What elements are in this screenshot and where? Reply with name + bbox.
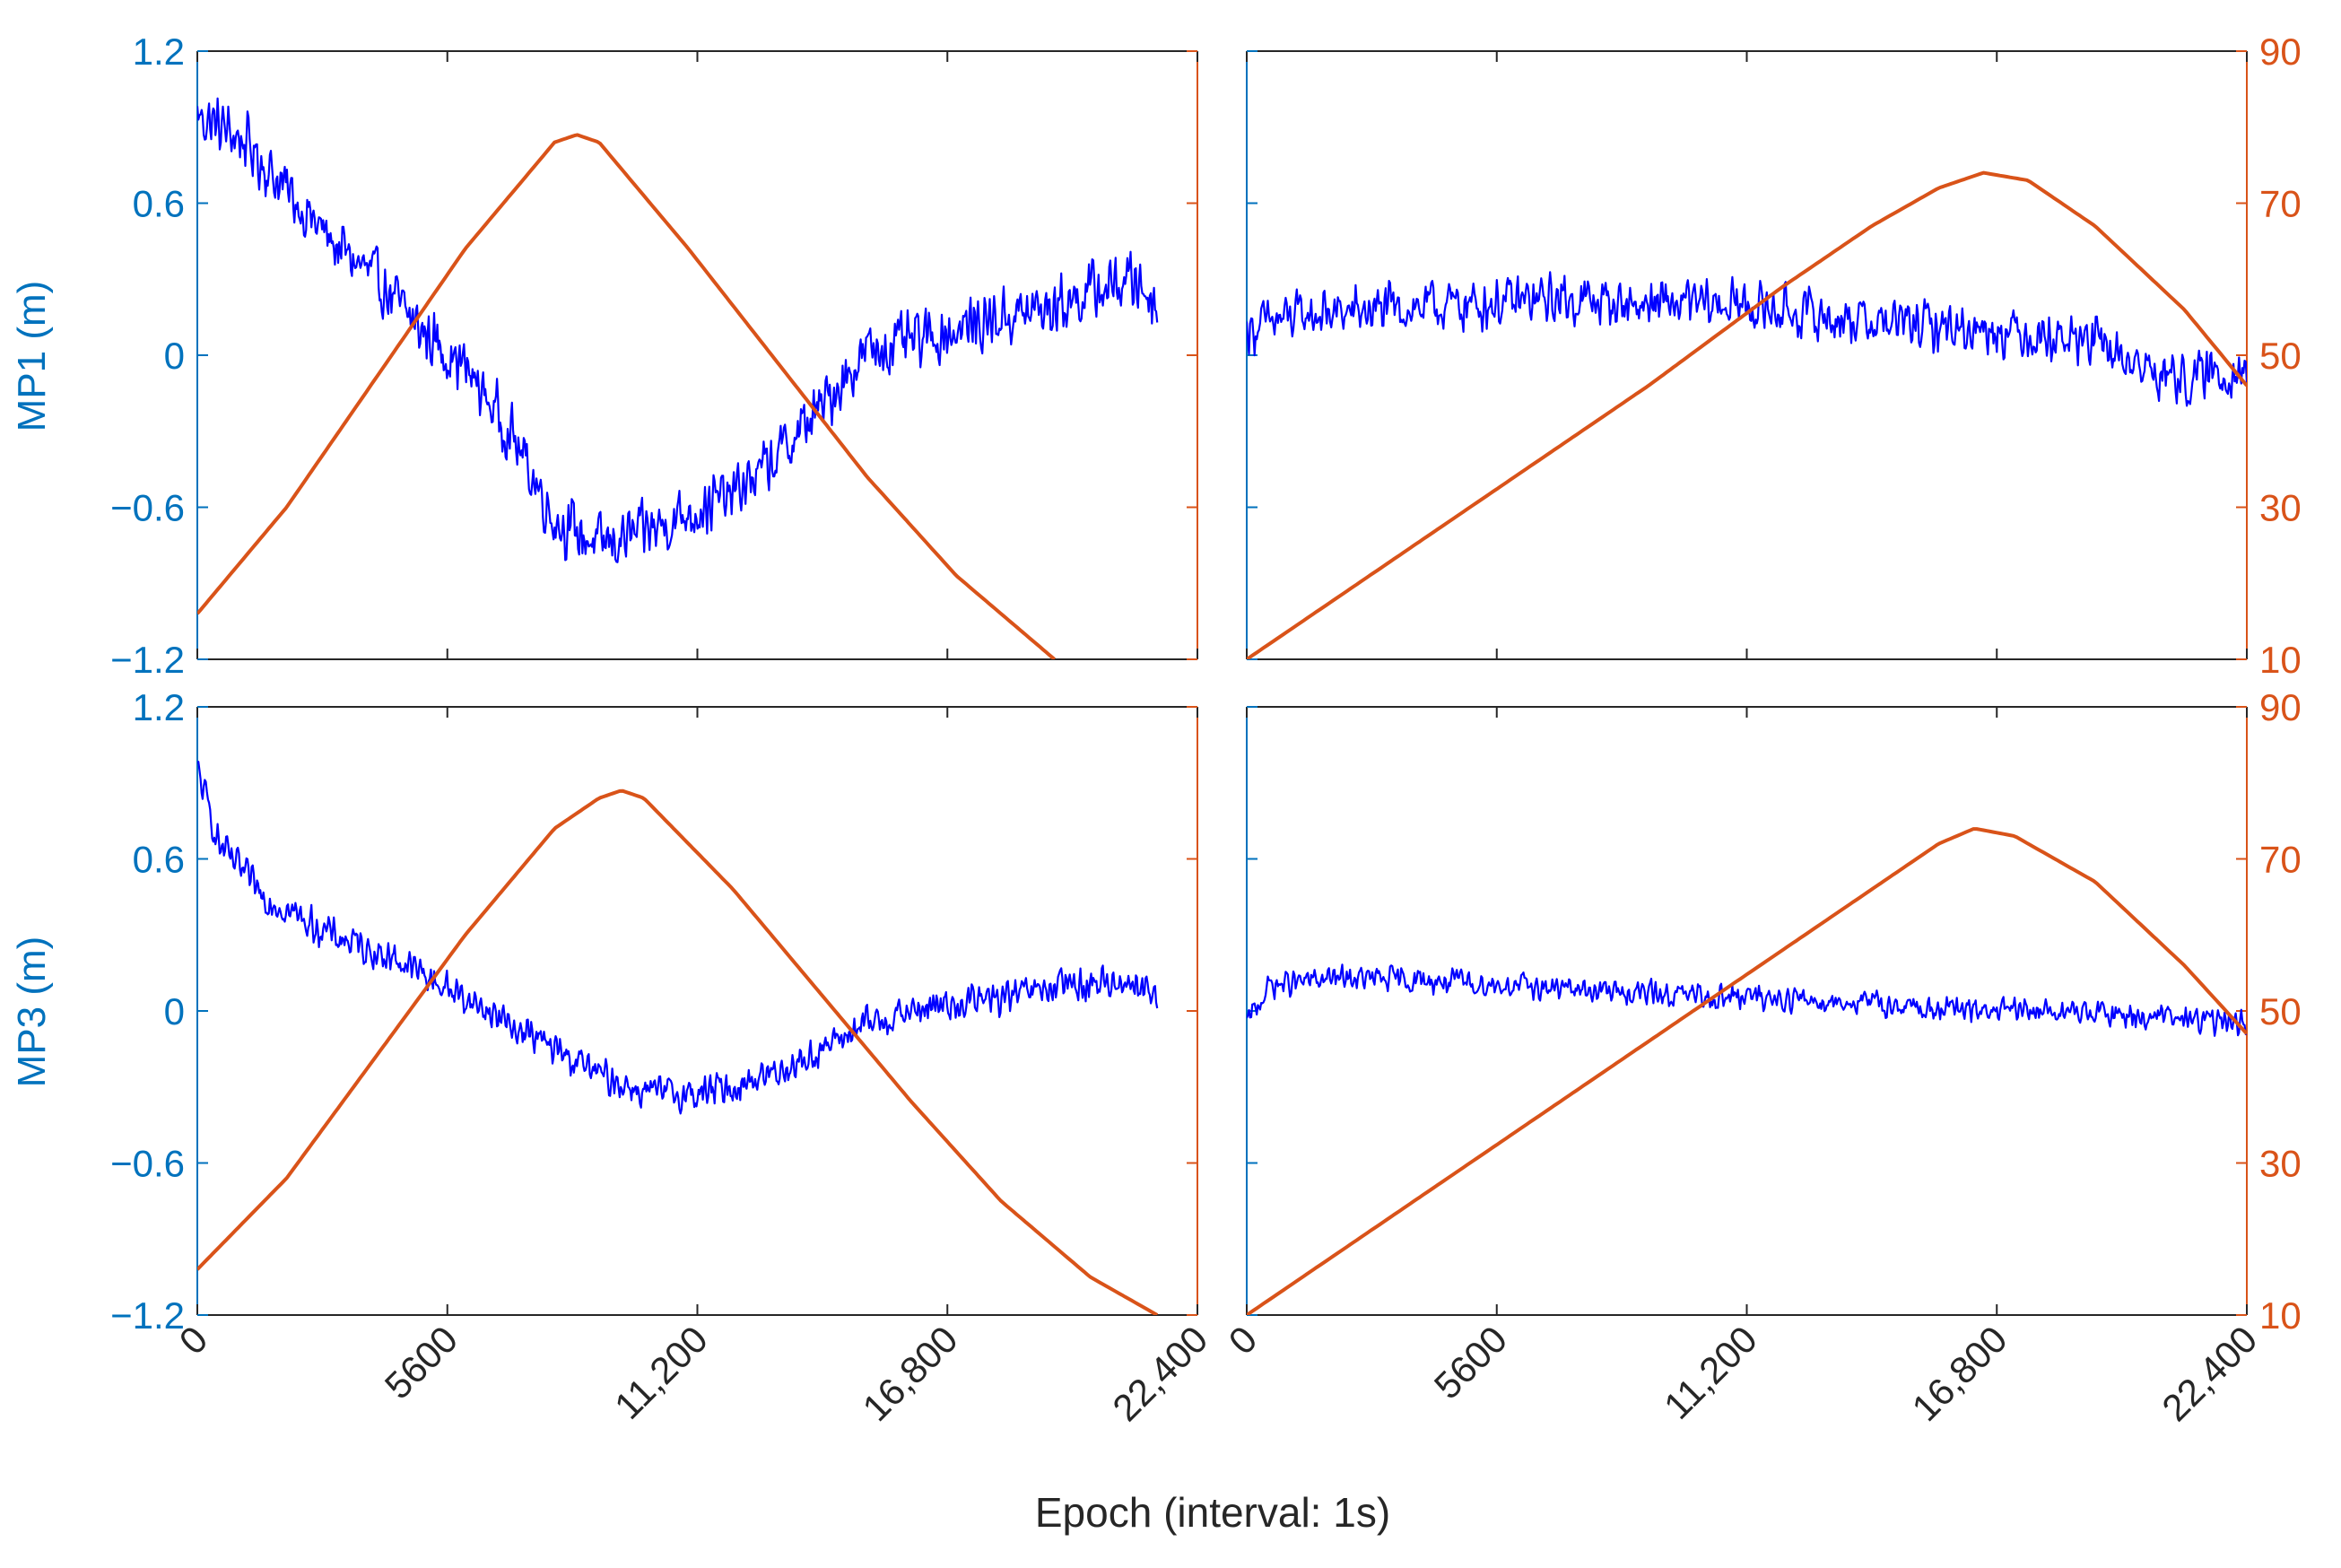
y-right-tick-label: 30 xyxy=(2259,1143,2302,1185)
y-right-tick-label: 90 xyxy=(2259,30,2302,73)
y-right-tick-label: 30 xyxy=(2259,487,2302,529)
series-line-mp1 xyxy=(197,97,1159,563)
series-line-elevation xyxy=(197,788,1159,1315)
y-left-tick-label: −0.6 xyxy=(110,487,185,529)
y-left-tick-label: −0.6 xyxy=(110,1143,185,1185)
x-axis-label: Epoch (interval: 1s) xyxy=(1035,1489,1390,1536)
y-right-tick-label: 70 xyxy=(2259,839,2302,881)
series-line-elevation xyxy=(197,133,1056,659)
y-left-tick-label: 0.6 xyxy=(133,183,185,225)
y-left-tick-label: 0 xyxy=(164,335,185,377)
y-right-tick-label: 10 xyxy=(2259,1294,2302,1337)
y-right-tick-label: 10 xyxy=(2259,639,2302,681)
panel-top-right: 10 30 50 70 90 xyxy=(1246,30,2302,681)
series-line-mp3 xyxy=(1247,963,2247,1037)
y-left-tick-label: −1.2 xyxy=(110,639,185,681)
y-left-tick-label: 1.2 xyxy=(133,686,185,728)
y-right-tick-label: 50 xyxy=(2259,990,2302,1032)
y-right-tick-label: 90 xyxy=(2259,686,2302,728)
y-axis-label-mp1: MP1 (m) xyxy=(10,281,54,432)
y-right-tick-label: 50 xyxy=(2259,335,2302,377)
series-line-mp3 xyxy=(197,761,1159,1115)
y-left-tick-label: −1.2 xyxy=(110,1294,185,1337)
series-line-elevation xyxy=(1247,170,2247,659)
y-right-tick-label: 70 xyxy=(2259,183,2302,225)
panel-top-left: −1.2 −0.6 0 0.6 1.2 xyxy=(110,30,1198,681)
series-line-elevation xyxy=(1247,827,2247,1315)
y-left-tick-label: 1.2 xyxy=(133,30,185,73)
y-left-tick-label: 0 xyxy=(164,990,185,1032)
y-left-tick-label: 0.6 xyxy=(133,839,185,881)
y-axis-label-mp3: MP3 (m) xyxy=(10,936,54,1088)
